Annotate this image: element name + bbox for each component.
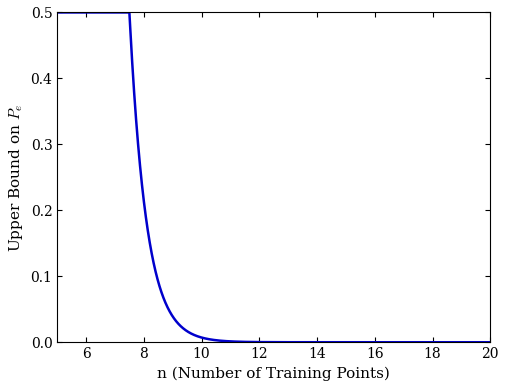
Y-axis label: Upper Bound on $P_e$: Upper Bound on $P_e$ — [7, 103, 25, 251]
X-axis label: n (Number of Training Points): n (Number of Training Points) — [157, 367, 389, 381]
